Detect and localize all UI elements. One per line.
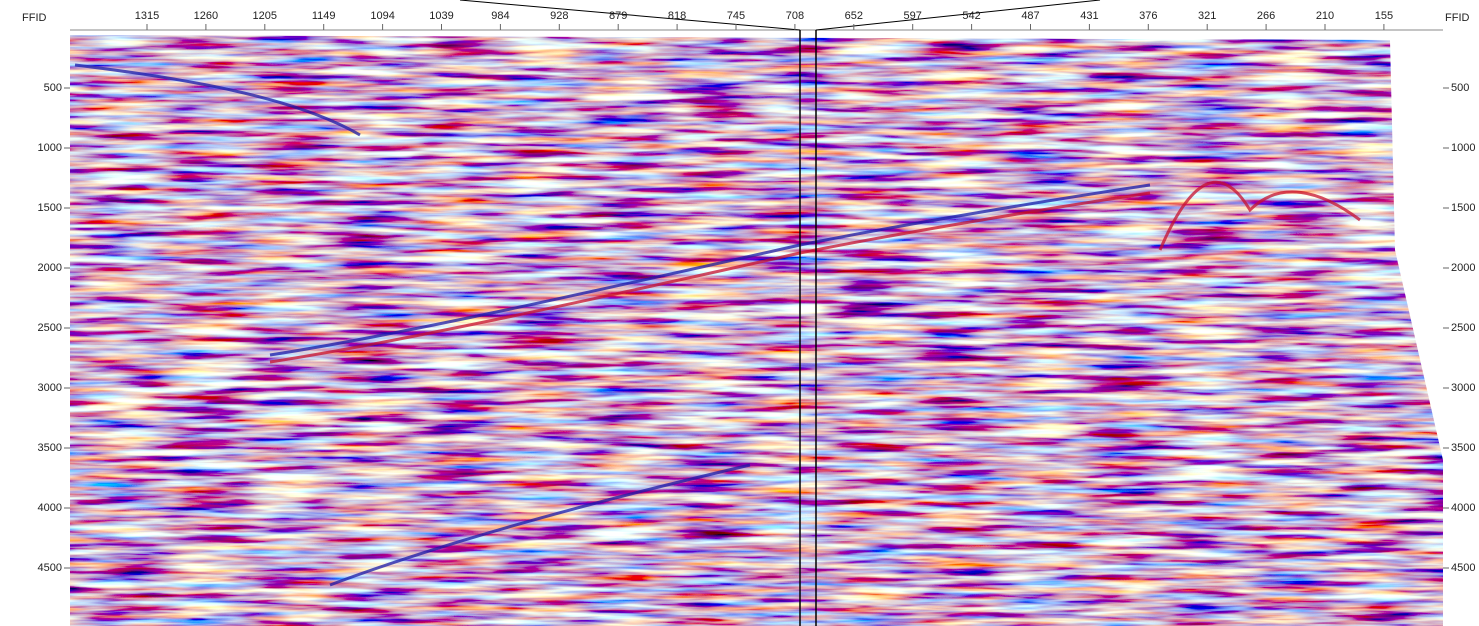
top-tick-label: 928: [550, 10, 568, 22]
left-tick-label: 500: [44, 82, 62, 94]
top-tick-label: 266: [1257, 10, 1275, 22]
left-tick-label: 2000: [38, 262, 62, 274]
top-tick-label: 818: [668, 10, 686, 22]
right-tick-label: 3500: [1451, 442, 1475, 454]
left-tick-label: 3500: [38, 442, 62, 454]
left-tick-label: 1000: [38, 142, 62, 154]
seismic-image: [70, 30, 1450, 626]
top-tick-label: 708: [786, 10, 804, 22]
top-tick-label: 1205: [253, 10, 277, 22]
left-tick-label: 4000: [38, 502, 62, 514]
right-tick-label: 1000: [1451, 142, 1475, 154]
top-tick-label: 1315: [135, 10, 159, 22]
left-tick-label: 4500: [38, 562, 62, 574]
top-tick-label: 1149: [312, 10, 336, 22]
top-tick-label: 745: [727, 10, 745, 22]
top-tick-label: 879: [609, 10, 627, 22]
top-tick-label: 487: [1021, 10, 1039, 22]
top-tick-label: 376: [1139, 10, 1157, 22]
left-axis-title: FFID: [22, 12, 46, 24]
left-tick-label: 1500: [38, 202, 62, 214]
top-tick-label: 1094: [370, 10, 394, 22]
top-tick-label: 1260: [194, 10, 218, 22]
page: FFID FFID 1315 1260 1205 1149 1094 1039 984 928…: [0, 0, 1479, 626]
top-tick-label: 210: [1316, 10, 1334, 22]
right-tick-label: 500: [1451, 82, 1469, 94]
right-tick-label: 1500: [1451, 202, 1475, 214]
top-tick-label: 431: [1080, 10, 1098, 22]
top-tick-label: 597: [904, 10, 922, 22]
top-tick-label: 984: [491, 10, 509, 22]
top-tick-label: 652: [845, 10, 863, 22]
right-tick-label: 4500: [1451, 562, 1475, 574]
right-tick-label: 4000: [1451, 502, 1475, 514]
left-tick-label: 2500: [38, 322, 62, 334]
right-tick-label: 3000: [1451, 382, 1475, 394]
marker-line: [460, 0, 800, 30]
right-axis-title: FFID: [1445, 12, 1469, 24]
right-tick-label: 2500: [1451, 322, 1475, 334]
left-tick-label: 3000: [38, 382, 62, 394]
right-tick-label: 2000: [1451, 262, 1475, 274]
top-tick-label: 542: [962, 10, 980, 22]
seismic-section: FFID FFID 1315 1260 1205 1149 1094 1039 984 928…: [0, 0, 1479, 626]
top-tick-label: 1039: [429, 10, 453, 22]
top-tick-label: 155: [1375, 10, 1393, 22]
top-tick-label: 321: [1198, 10, 1216, 22]
